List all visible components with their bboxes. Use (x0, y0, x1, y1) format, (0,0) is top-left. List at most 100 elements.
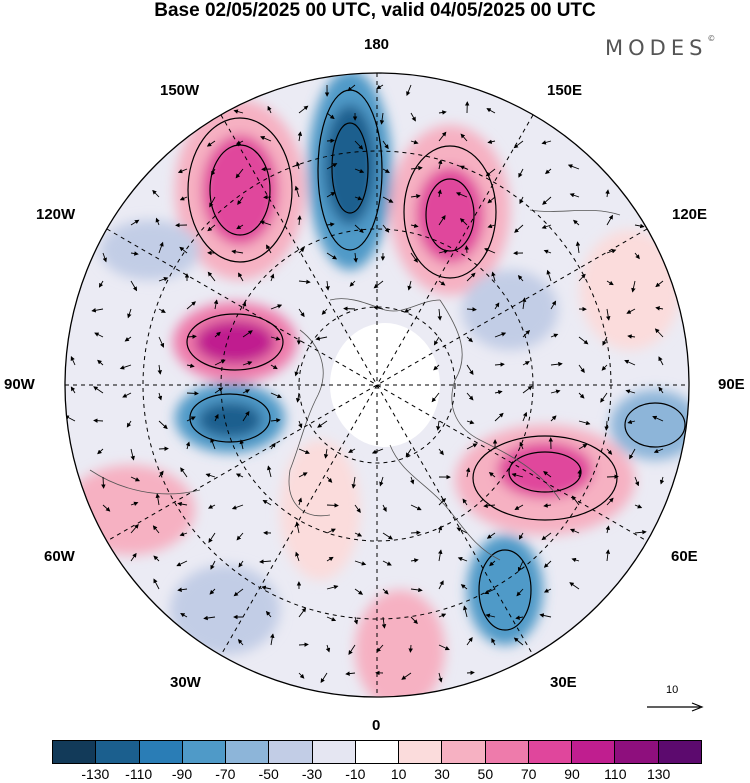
wind-vector (158, 336, 165, 348)
wind-vector (484, 588, 496, 595)
wind-vector (403, 308, 412, 313)
colorbar-segment (572, 741, 616, 763)
wind-vector (539, 613, 552, 618)
anomaly-region (280, 440, 360, 580)
lon-label-30w: 30W (170, 674, 201, 691)
wind-vector (298, 448, 310, 454)
wind-vector (326, 584, 339, 590)
wind-vector (236, 532, 244, 541)
wind-vector (575, 241, 581, 254)
wind-vector (634, 223, 645, 229)
map-title: Base 02/05/2025 00 UTC, valid 04/05/2025… (154, 0, 596, 21)
wind-vector (354, 140, 364, 150)
wind-vector (238, 560, 244, 568)
wind-vector (235, 473, 244, 478)
wind-vector (354, 532, 363, 537)
wind-vector (155, 493, 161, 506)
lon-label-0: 0 (372, 717, 381, 734)
wind-vector (345, 671, 356, 676)
wind-vector (516, 588, 524, 597)
wind-vector (487, 223, 496, 229)
wind-vector (550, 333, 559, 338)
lon-label-90w: 90W (4, 376, 35, 393)
wind-vector (295, 521, 300, 534)
colorbar-segment (226, 741, 270, 763)
wind-vector (207, 271, 216, 282)
wind-vector (382, 504, 387, 512)
wind-vector (519, 196, 524, 205)
wind-vector (543, 588, 552, 593)
wind-vector (522, 329, 531, 338)
wind-vector (550, 389, 561, 394)
graticule (65, 73, 689, 697)
wind-vector (578, 443, 588, 450)
lon-label-120w: 120W (36, 206, 76, 223)
wind-vector (466, 272, 476, 282)
wind-vector (410, 165, 423, 171)
wind-vector (494, 302, 500, 310)
colorbar-tick-label: -30 (301, 766, 323, 782)
wind-vector (654, 328, 664, 338)
wind-vector (410, 530, 421, 535)
colorbar-segment (528, 741, 573, 763)
wind-vector (631, 280, 636, 293)
wind-vector (239, 439, 244, 450)
wind-vector (604, 420, 609, 431)
wind-vector (466, 670, 475, 676)
wind-vector (326, 476, 333, 483)
wind-vector (371, 448, 384, 454)
wind-vector (122, 392, 132, 398)
wind-vector (466, 336, 473, 343)
anomaly-region (195, 320, 275, 364)
wind-vector (573, 219, 580, 226)
wind-vector (203, 615, 216, 621)
anomaly-region (100, 220, 200, 280)
wind-vector (438, 580, 444, 590)
wind-vector (522, 361, 530, 366)
wind-vector (514, 224, 524, 233)
wind-vector (207, 224, 216, 232)
anomaly-region (65, 465, 195, 555)
wind-vector (236, 140, 244, 145)
wind-vector (186, 334, 197, 339)
wind-vector (518, 168, 524, 178)
anomaly-region (324, 105, 376, 225)
wind-vector (455, 192, 468, 198)
wind-vector (157, 364, 163, 375)
lon-label-30e: 30E (550, 674, 577, 691)
wind-vector (231, 504, 244, 510)
wind-vector (627, 419, 636, 425)
wind-vector (634, 252, 640, 260)
wind-vector (177, 501, 188, 507)
wind-vector (348, 448, 356, 453)
wind-vector (213, 299, 219, 310)
wind-vector (655, 280, 664, 288)
wind-vector (317, 420, 328, 428)
wind-vector (606, 448, 613, 455)
flow-contour (403, 145, 497, 279)
brand-mark: © (707, 34, 716, 43)
wind-vector (242, 330, 253, 338)
wind-vector (410, 558, 419, 563)
wind-vector (208, 532, 216, 543)
flow-contour (189, 393, 271, 443)
wind-vector (407, 280, 412, 291)
wind-vector (406, 84, 412, 97)
wind-vector (606, 497, 614, 506)
wind-vector (208, 504, 216, 509)
wind-vector (541, 224, 552, 229)
wind-vector (354, 168, 365, 174)
colorbar-tick-label: 130 (646, 766, 671, 782)
wind-vector (438, 644, 450, 651)
wind-vector (130, 280, 138, 292)
wind-vector (489, 560, 496, 567)
wind-vector (376, 84, 384, 90)
flow-contour (186, 313, 284, 371)
wind-vector (459, 165, 468, 170)
wind-vector (602, 336, 608, 346)
flow-contour (187, 117, 293, 263)
wind-vector (119, 364, 132, 370)
wind-vector (351, 476, 357, 489)
wind-vector (513, 637, 524, 646)
wind-vector (484, 248, 496, 254)
